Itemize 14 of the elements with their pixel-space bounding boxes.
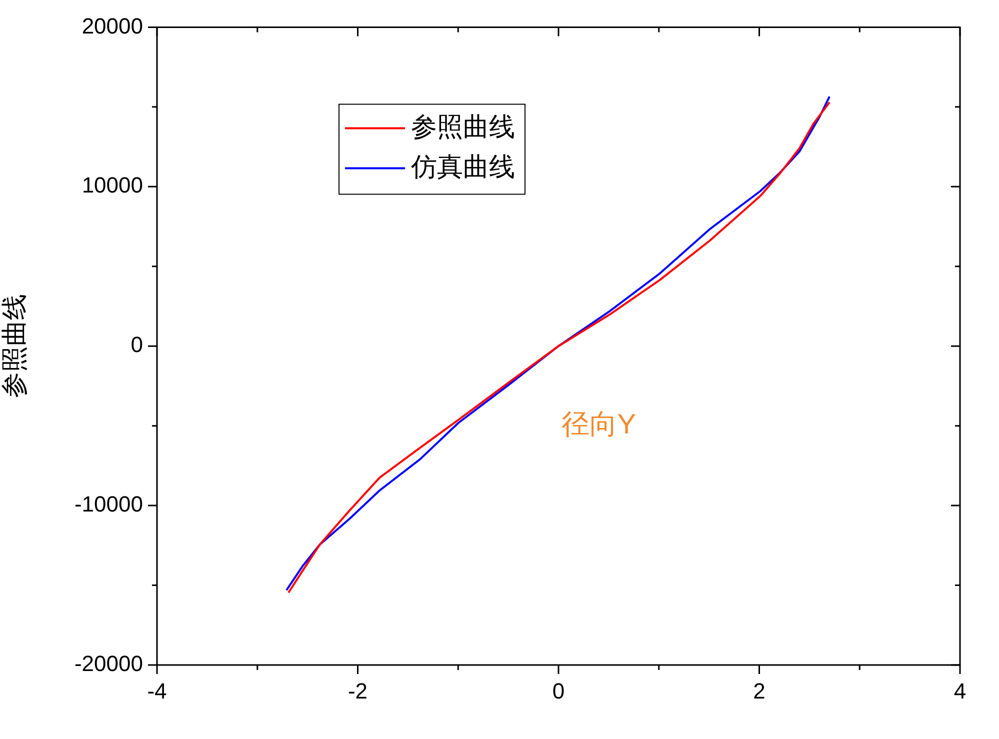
x-tick-label: -2 xyxy=(348,678,368,704)
legend-label: 参照曲线 xyxy=(411,111,515,142)
x-tick-label: 4 xyxy=(954,678,966,704)
y-tick-label: -20000 xyxy=(74,651,143,676)
legend-label: 仿真曲线 xyxy=(410,151,515,182)
x-tick-label: 2 xyxy=(753,678,766,704)
x-tick-label: 0 xyxy=(552,678,565,704)
y-tick-label: -10000 xyxy=(74,492,143,517)
y-axis-title: 参照曲线 xyxy=(0,294,29,398)
y-tick-label: 10000 xyxy=(82,172,143,198)
annotation: 径向Y xyxy=(561,408,636,440)
y-tick-label: 20000 xyxy=(82,13,143,38)
y-tick-label: 0 xyxy=(130,332,143,358)
x-tick-label: -4 xyxy=(147,678,167,704)
